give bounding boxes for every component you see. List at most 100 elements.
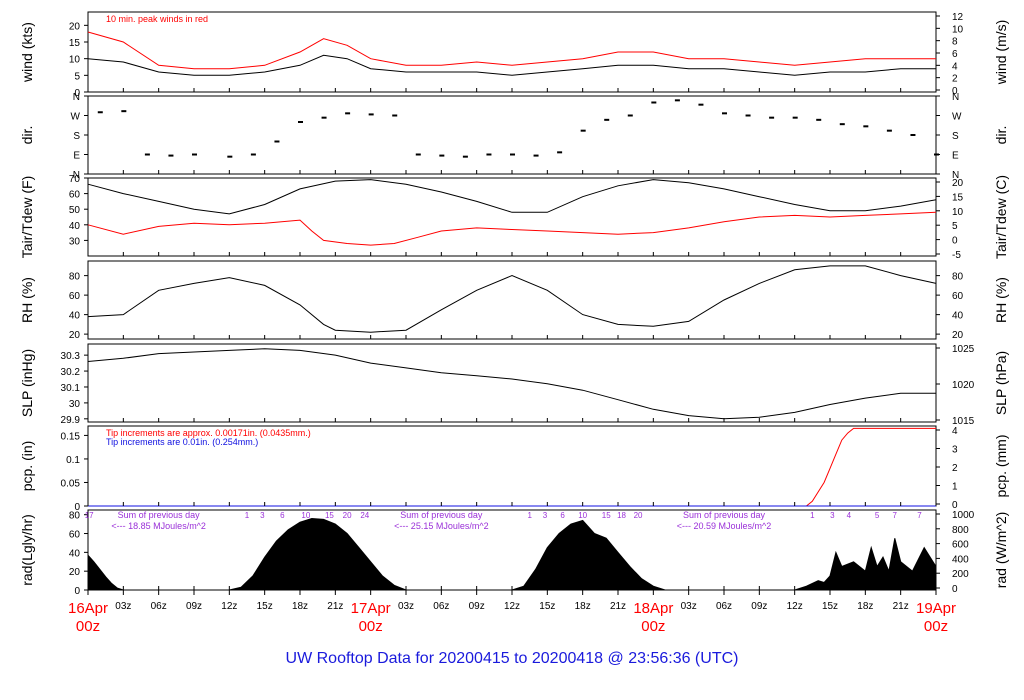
y-tick-label-right: 0 (952, 584, 958, 595)
y-axis-label-left: RH (%) (19, 277, 35, 323)
direction-point (486, 153, 492, 156)
direction-point (863, 125, 869, 128)
direction-point (462, 155, 468, 158)
y-tick-label-left: 40 (69, 221, 81, 232)
direction-point (392, 114, 398, 117)
y-axis-label-right: pcp. (mm) (993, 435, 1009, 498)
y-tick-label-right: 0 (952, 500, 958, 511)
radiation-area (87, 517, 937, 591)
hour-mark-label: 20 (634, 511, 643, 520)
y-tick-label-left: 80 (69, 272, 81, 283)
direction-point (910, 134, 916, 136)
chart-panel-relative-humidity: RH (%) RH (%) 20 40 60 80 20 40 60 80 (19, 260, 1009, 341)
direction-point (121, 110, 127, 113)
y-tick-label-right: 20 (952, 178, 964, 189)
series-line-red (87, 211, 937, 246)
direction-point (345, 112, 351, 115)
direction-point (745, 114, 751, 117)
y-tick-label-right: 0 (952, 86, 958, 97)
y-tick-label-left: 0.1 (66, 455, 80, 466)
x-tick-label: 09z (186, 601, 202, 612)
y-tick-label-left: 0 (74, 502, 80, 513)
x-tick-label: 21z (610, 601, 626, 612)
daily-total-label: Sum of previous day (683, 510, 766, 520)
y-tick-label-left: S (73, 131, 80, 142)
y-tick-label-right: 12 (952, 12, 964, 23)
y-tick-label-right: -5 (952, 250, 961, 261)
hour-mark-label: 6 (560, 511, 565, 520)
hour-mark-label: 3 (830, 511, 835, 520)
hour-mark-label: 10 (578, 511, 587, 520)
weather-chart: wind (kts) wind (m/s)0510152002468101210 … (19, 11, 1009, 635)
chart-panel-radiation: rad(Lgly/hr) rad (W/m^2)02040608002004006… (19, 509, 1009, 597)
y-tick-label-right: 1 (952, 482, 958, 493)
y-tick-label-left: 20 (69, 21, 81, 32)
y-tick-label-left: 5 (74, 71, 80, 82)
y-tick-label-left: N (73, 92, 80, 103)
x-tick-label: 12z (504, 601, 520, 612)
hour-mark-label: 3 (543, 511, 548, 520)
direction-point (298, 121, 303, 123)
y-tick-label-right: 3 (952, 445, 958, 456)
panel-frame (87, 95, 937, 175)
hour-mark-label: 4 (847, 511, 852, 520)
y-axis-label-right: rad (W/m^2) (993, 512, 1009, 589)
direction-point (839, 123, 845, 126)
daily-total-value: <--- 20.59 MJoules/m^2 (677, 521, 772, 531)
chart-panel-precipitation: pcp. (in) pcp. (mm) 0 0.05 0.1 0.15 0 1 2 3 4 Tip i… (19, 425, 1009, 513)
x-tick-label: 21z (893, 601, 909, 612)
y-tick-label-left: 10 (69, 55, 81, 66)
daily-total-value: <--- 18.85 MJoules/m^2 (111, 521, 206, 531)
y-tick-label-left: 30 (69, 236, 81, 247)
hour-mark-label: 17 (85, 511, 94, 520)
direction-point (97, 111, 103, 114)
hour-mark-label: 6 (280, 511, 285, 520)
hour-mark-label: 1 (527, 511, 532, 520)
direction-point (192, 153, 197, 156)
y-tick-label-left: W (71, 112, 81, 123)
x-tick-label: 09z (751, 601, 767, 612)
direction-point (368, 113, 374, 116)
y-tick-label-left: 70 (69, 174, 81, 185)
x-tick-label: 18z (857, 601, 873, 612)
y-tick-label-right: 1000 (952, 510, 975, 521)
x-tick-label: 21z (327, 601, 343, 612)
y-tick-label-left: 40 (69, 311, 81, 322)
y-axis-label-left: rad(Lgly/hr) (19, 514, 35, 586)
panel-annotation: 10 min. peak winds in red (106, 14, 208, 24)
x-tick-label: 06z (716, 601, 732, 612)
y-axis-label-right: SLP (hPa) (993, 351, 1009, 415)
y-tick-label-left: 30.3 (61, 351, 81, 362)
panel-frame (87, 343, 937, 423)
y-tick-label-right: 20 (952, 330, 964, 341)
series-line-black (87, 348, 936, 420)
y-tick-label-left: 30.2 (61, 367, 81, 378)
y-axis-label-right: dir. (993, 126, 1009, 145)
x-tick-label: 12z (221, 601, 237, 612)
hour-mark-label: 20 (343, 511, 352, 520)
y-tick-label-right: 2 (952, 463, 958, 474)
daily-total-label: Sum of previous day (118, 510, 201, 520)
day-label-date: 19Apr (916, 600, 956, 617)
direction-point (144, 153, 150, 156)
y-tick-label-right: 800 (952, 525, 969, 536)
footer-title: UW Rooftop Data for 20200415 to 20200418… (285, 650, 739, 667)
series-line-black (87, 179, 937, 215)
y-tick-label-left: 0 (74, 586, 80, 597)
y-axis-label-right: Tair/Tdew (C) (993, 175, 1009, 259)
day-label-date: 16Apr (68, 600, 108, 617)
y-tick-label-right: 200 (952, 569, 969, 580)
y-tick-label-left: 0.15 (61, 431, 81, 442)
series-line-red (88, 427, 936, 507)
y-tick-label-right: N (952, 170, 959, 181)
y-tick-label-right: 5 (952, 221, 958, 232)
x-tick-label: 09z (469, 601, 485, 612)
y-tick-label-right: 60 (952, 291, 964, 302)
y-tick-label-left: 80 (69, 511, 81, 522)
direction-point (792, 116, 798, 119)
chart-panel-temperature: Tair/Tdew (F) Tair/Tdew (C) 30 40 50 60 70 -5 0 5… (19, 174, 1009, 261)
y-tick-label-right: 0 (952, 236, 958, 247)
panel-frame (87, 11, 937, 93)
hour-mark-label: 10 (301, 511, 310, 520)
